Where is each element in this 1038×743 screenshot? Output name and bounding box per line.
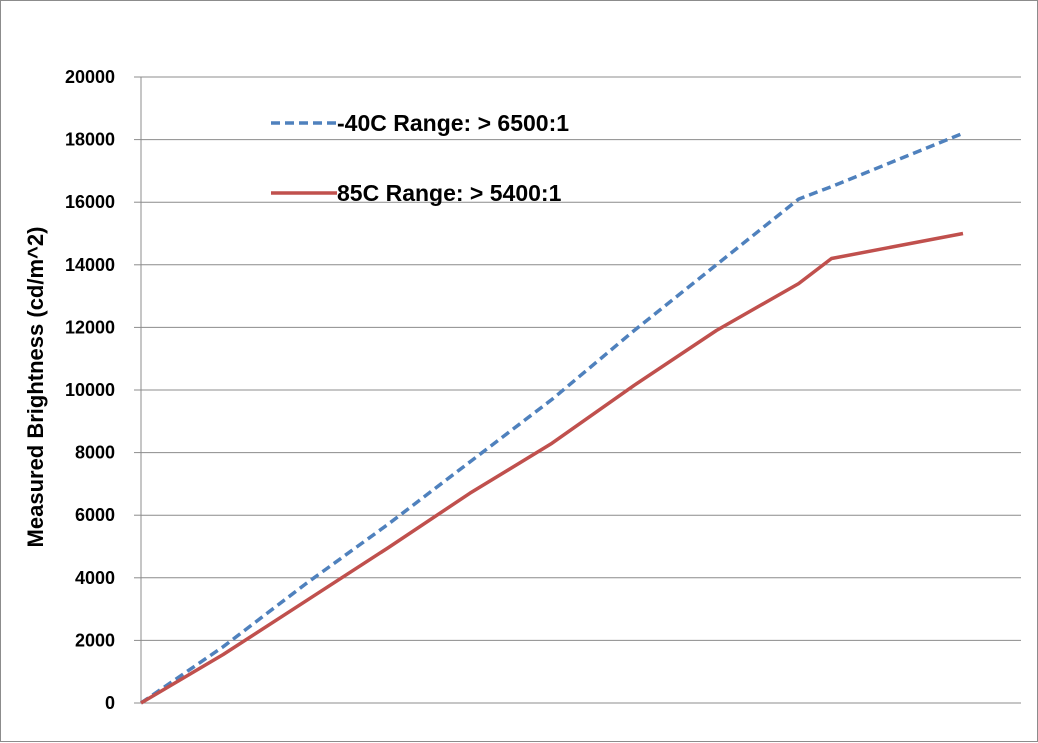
series-line-2 [140,231,964,705]
y-tick-labels: 0 2000 4000 6000 8000 10000 12000 14000 16000 180… [65,67,115,713]
y-tick-label: 10000 [65,380,115,400]
y-tick-label: 0 [105,693,115,713]
y-tick-label: 8000 [75,443,115,463]
legend-label-1: -40C Range: > 6500:1 [337,110,569,136]
y-tick-label: 18000 [65,130,115,150]
y-tick-label: 20000 [65,67,115,87]
y-tick-label: 14000 [65,255,115,275]
y-tick-label: 12000 [65,317,115,337]
y-tick-label: 4000 [75,568,115,588]
data-series [140,131,964,705]
axes [140,77,1021,704]
legend: -40C Range: > 6500:1 85C Range: > 5400:1 [271,110,569,206]
y-tick-label: 2000 [75,630,115,650]
y-tick-label: 16000 [65,192,115,212]
legend-label-2: 85C Range: > 5400:1 [337,180,562,206]
gridlines [134,76,1021,704]
y-tick-label: 6000 [75,505,115,525]
y-axis-title: Measured Brightness (cd/m^2) [23,227,48,548]
series-line-1 [140,131,964,705]
